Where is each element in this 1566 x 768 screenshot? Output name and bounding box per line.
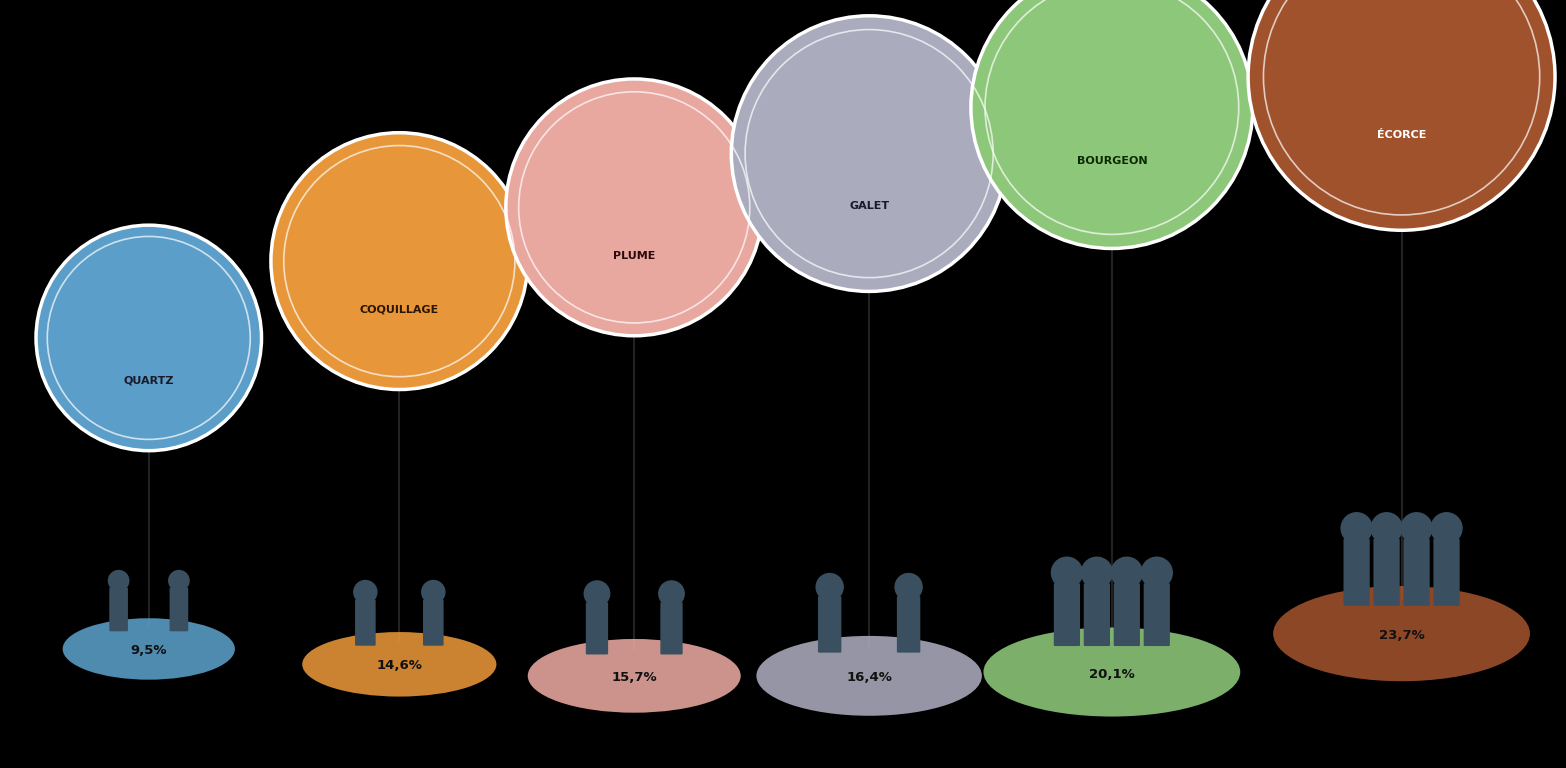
- Text: 14,6%: 14,6%: [376, 660, 423, 673]
- Text: 23,7%: 23,7%: [1378, 630, 1425, 643]
- Text: QUARTZ: QUARTZ: [124, 376, 174, 386]
- Ellipse shape: [731, 16, 1007, 291]
- Text: ÉCORCE: ÉCORCE: [1377, 130, 1427, 140]
- FancyBboxPatch shape: [817, 596, 841, 653]
- Ellipse shape: [756, 636, 982, 716]
- FancyBboxPatch shape: [1084, 583, 1110, 646]
- Ellipse shape: [1248, 0, 1555, 230]
- Ellipse shape: [1273, 586, 1530, 681]
- FancyBboxPatch shape: [1054, 583, 1081, 646]
- Ellipse shape: [658, 580, 684, 607]
- FancyBboxPatch shape: [661, 602, 683, 654]
- Ellipse shape: [816, 573, 844, 601]
- Ellipse shape: [63, 618, 235, 680]
- Ellipse shape: [1140, 557, 1173, 589]
- FancyBboxPatch shape: [586, 602, 608, 654]
- Ellipse shape: [983, 627, 1240, 717]
- Text: BOURGEON: BOURGEON: [1076, 156, 1148, 166]
- FancyBboxPatch shape: [1433, 539, 1460, 606]
- Ellipse shape: [1110, 557, 1143, 589]
- Ellipse shape: [168, 570, 189, 591]
- Ellipse shape: [302, 632, 496, 697]
- Ellipse shape: [1370, 512, 1403, 545]
- Ellipse shape: [108, 570, 130, 591]
- FancyBboxPatch shape: [423, 600, 443, 646]
- Ellipse shape: [971, 0, 1253, 249]
- Text: PLUME: PLUME: [612, 251, 656, 261]
- FancyBboxPatch shape: [1403, 539, 1430, 606]
- Ellipse shape: [506, 79, 763, 336]
- Text: 16,4%: 16,4%: [846, 671, 893, 684]
- Ellipse shape: [1081, 557, 1113, 589]
- FancyBboxPatch shape: [1143, 583, 1170, 646]
- FancyBboxPatch shape: [1373, 539, 1400, 606]
- FancyBboxPatch shape: [897, 596, 921, 653]
- FancyBboxPatch shape: [110, 588, 128, 631]
- FancyBboxPatch shape: [1344, 539, 1370, 606]
- Ellipse shape: [421, 580, 446, 604]
- Ellipse shape: [1340, 512, 1373, 545]
- Ellipse shape: [528, 639, 741, 713]
- Text: 9,5%: 9,5%: [130, 644, 168, 657]
- Ellipse shape: [271, 133, 528, 389]
- FancyBboxPatch shape: [1113, 583, 1140, 646]
- Ellipse shape: [1400, 512, 1433, 545]
- Ellipse shape: [1051, 557, 1084, 589]
- Ellipse shape: [36, 225, 262, 451]
- Text: 20,1%: 20,1%: [1088, 667, 1135, 680]
- FancyBboxPatch shape: [169, 588, 188, 631]
- FancyBboxPatch shape: [355, 600, 376, 646]
- Text: 15,7%: 15,7%: [611, 671, 658, 684]
- Ellipse shape: [584, 580, 611, 607]
- Ellipse shape: [352, 580, 377, 604]
- Ellipse shape: [894, 573, 922, 601]
- Ellipse shape: [1430, 512, 1463, 545]
- Text: COQUILLAGE: COQUILLAGE: [360, 305, 438, 315]
- Text: GALET: GALET: [849, 201, 889, 211]
